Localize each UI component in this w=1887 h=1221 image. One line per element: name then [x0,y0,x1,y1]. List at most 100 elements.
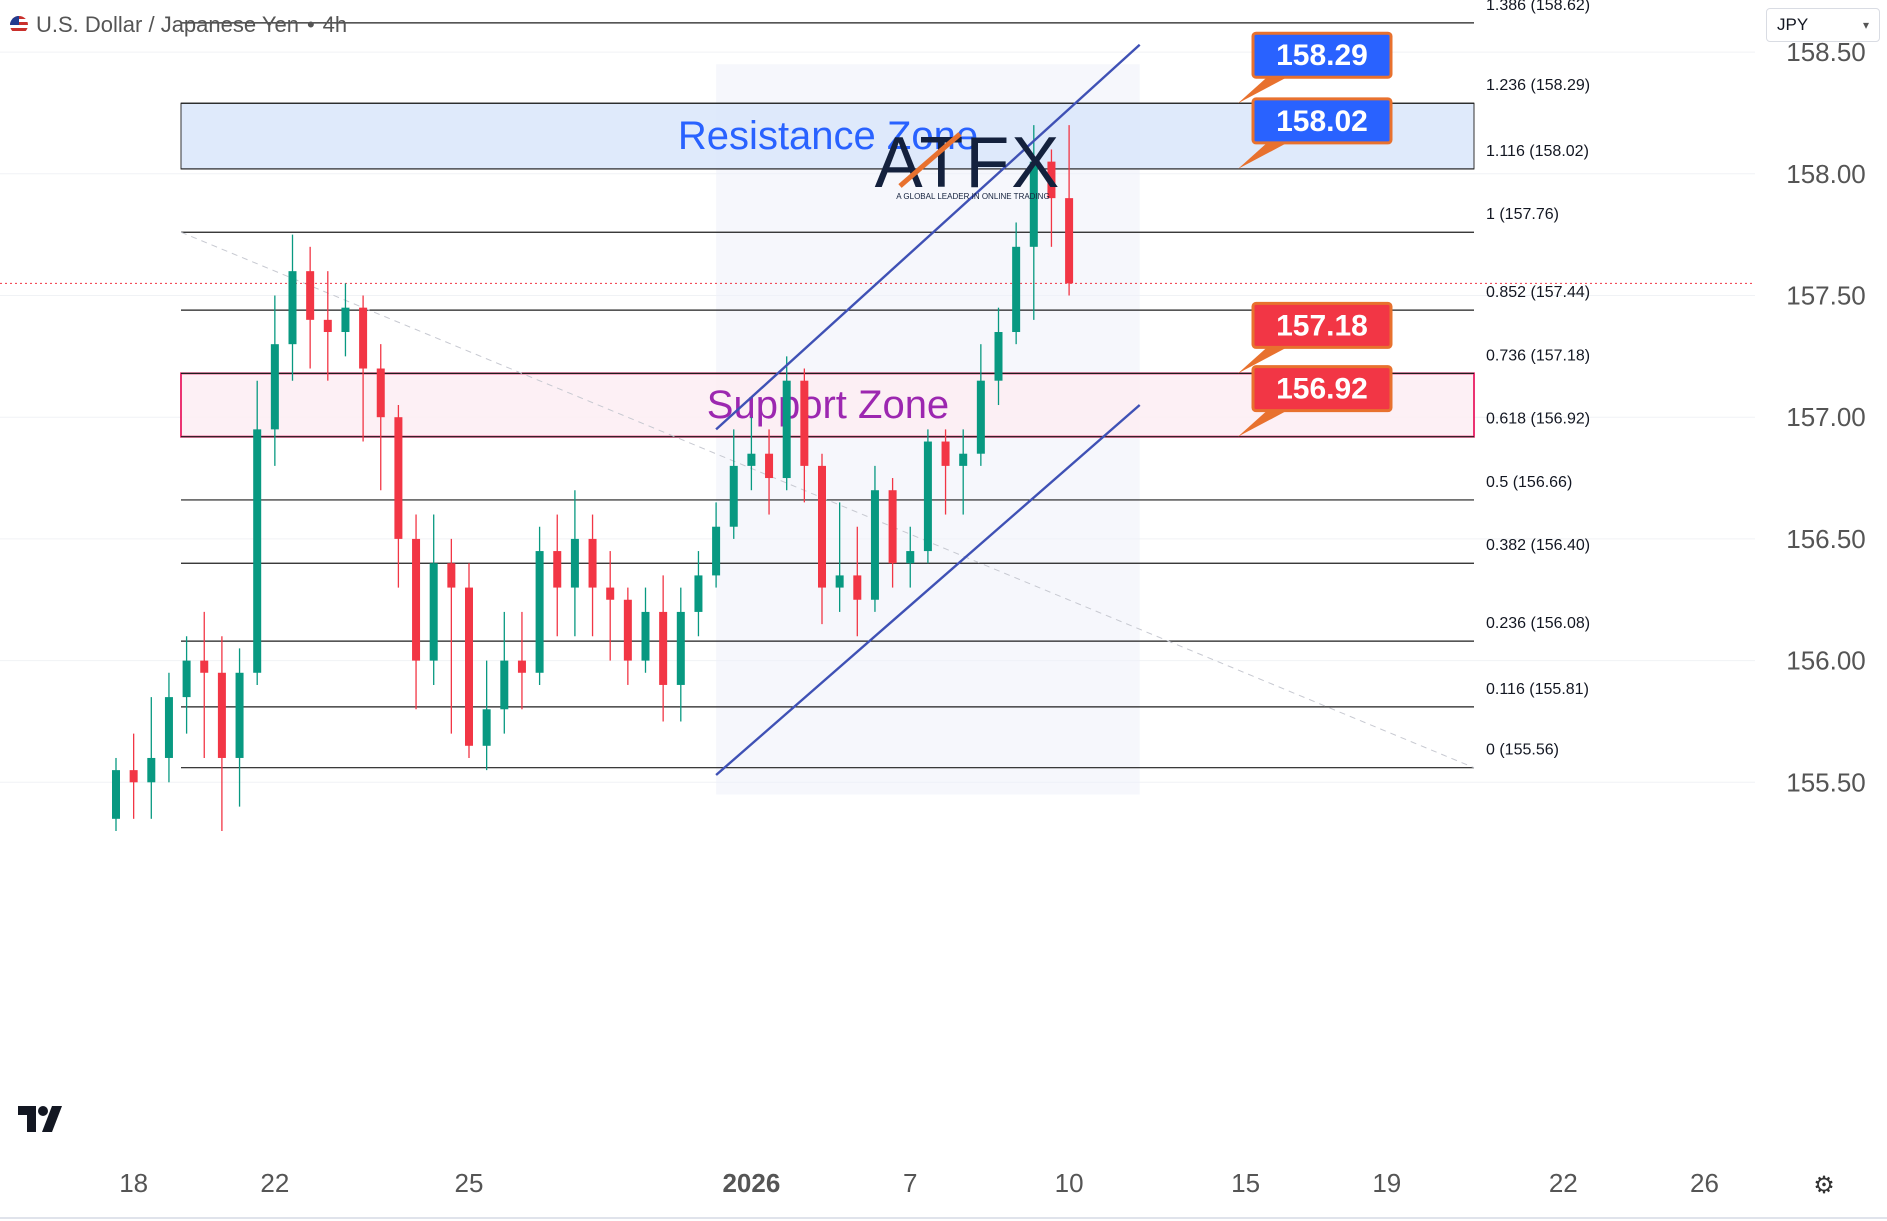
currency-value: JPY [1777,15,1809,34]
candle-down[interactable] [818,465,826,588]
time-tick-label: 7 [903,1168,917,1198]
candle-up[interactable] [429,563,438,661]
candle-up[interactable] [729,465,738,527]
price-callouts[interactable]: 158.29 158.02 157.18 156.92 [1238,31,1393,437]
time-tick-label: 2026 [722,1168,780,1198]
candle-down[interactable] [200,660,209,673]
candle-down[interactable] [359,307,368,369]
candle-up[interactable] [341,307,350,333]
candle-up[interactable] [959,453,968,466]
callout-box[interactable] [1251,365,1393,413]
channel-upper-line[interactable] [715,43,1141,431]
callout-label: 158.02 [1276,105,1368,138]
price-tick-label: 155.50 [1786,767,1866,797]
candle-up[interactable] [782,380,791,479]
candle-up[interactable] [1029,161,1038,247]
time-tick-label: 25 [455,1168,484,1198]
candle-down[interactable] [941,441,950,466]
price-tick-label: 157.00 [1786,402,1866,432]
symbol-name: U.S. Dollar / Japanese Yen [36,12,299,37]
candle-up[interactable] [235,672,244,758]
candle-down[interactable] [306,271,315,320]
time-tick-label: 10 [1055,1168,1084,1198]
candle-down[interactable] [517,660,526,673]
candle-down[interactable] [659,611,668,685]
price-channel[interactable] [715,43,1141,776]
candle-down[interactable] [623,599,632,661]
candle-down[interactable] [606,587,615,600]
candle-up[interactable] [747,453,756,466]
price-tick-label: 156.00 [1786,646,1866,676]
candle-down[interactable] [1047,161,1056,199]
price-tick-label: 158.00 [1786,159,1866,189]
candle-up[interactable] [253,429,262,673]
settings-icon[interactable]: ⚙ [1813,1172,1835,1199]
candle-up[interactable] [641,611,650,661]
symbol-header[interactable]: U.S. Dollar / Japanese Yen • 4h [10,8,347,42]
fib-label: 1.386 (158.62) [1486,0,1590,14]
candle-up[interactable] [994,332,1003,381]
candle-down[interactable] [217,672,226,758]
callout-box[interactable] [1251,31,1393,79]
candle-up[interactable] [906,551,915,564]
callout-label: 156.92 [1276,373,1368,406]
candle-down[interactable] [553,551,562,588]
candle-down[interactable] [447,563,456,588]
candle-down[interactable] [588,538,597,588]
brand-accent-stroke [898,132,962,188]
candle-up[interactable] [694,575,703,612]
candle-down[interactable] [376,368,385,418]
resistance-zone-label: Resistance Zone [678,114,978,158]
candle-down[interactable] [412,538,421,661]
candle-up[interactable] [1012,246,1021,333]
fib-label: 1.116 (158.02) [1486,143,1589,160]
time-tick-label: 15 [1231,1168,1260,1198]
candles-layer[interactable] [112,125,1074,831]
candle-down[interactable] [465,587,473,746]
fib-label: 0 (155.56) [1486,742,1559,759]
candle-up[interactable] [976,380,985,454]
candle-down[interactable] [800,380,809,466]
candle-up[interactable] [288,271,297,345]
currency-select[interactable]: JPY ▾ [1766,8,1880,42]
callout-box[interactable] [1251,301,1393,349]
price-tick-label: 157.50 [1786,281,1866,311]
candle-up[interactable] [164,697,173,758]
time-axis[interactable]: 18 22 25 2026 7 10 15 19 22 26 [0,1168,1887,1219]
candle-down[interactable] [765,453,774,479]
time-tick-label: 22 [260,1168,289,1198]
support-zone-label: Support Zone [707,383,949,427]
candle-down[interactable] [394,417,403,539]
candle-down[interactable] [853,575,862,600]
callout-box[interactable] [1251,97,1393,145]
callout-pointer [1238,142,1287,169]
candle-up[interactable] [870,490,879,600]
candle-down[interactable] [129,770,138,783]
candle-up[interactable] [112,770,120,819]
tradingview-logo-icon[interactable] [16,1102,62,1136]
dashed-trendline [180,231,1475,769]
candle-down[interactable] [888,490,897,564]
fib-label: 0.852 (157.44) [1486,284,1590,301]
header-separator: • [306,12,315,37]
candle-up[interactable] [570,538,579,588]
price-axis[interactable]: 159.50159.00158.50158.00157.50157.00156.… [1786,0,1866,797]
candle-up[interactable] [182,660,191,698]
candle-up[interactable] [835,575,844,588]
candle-up[interactable] [676,611,685,685]
candle-up[interactable] [535,551,544,673]
candle-up[interactable] [712,526,721,576]
candle-up[interactable] [923,441,932,552]
candle-down[interactable] [1065,198,1074,284]
candle-up[interactable] [147,757,156,783]
candle-down[interactable] [323,319,332,333]
candle-up[interactable] [500,660,509,710]
chevron-down-icon: ▾ [1862,18,1869,32]
fib-label: 1.236 (158.29) [1486,77,1590,94]
channel-lower-line[interactable] [715,404,1141,776]
diagonal-trendline [0,231,1755,769]
candle-up[interactable] [482,709,491,746]
callout-label: 157.18 [1276,309,1368,342]
candle-up[interactable] [270,344,279,430]
